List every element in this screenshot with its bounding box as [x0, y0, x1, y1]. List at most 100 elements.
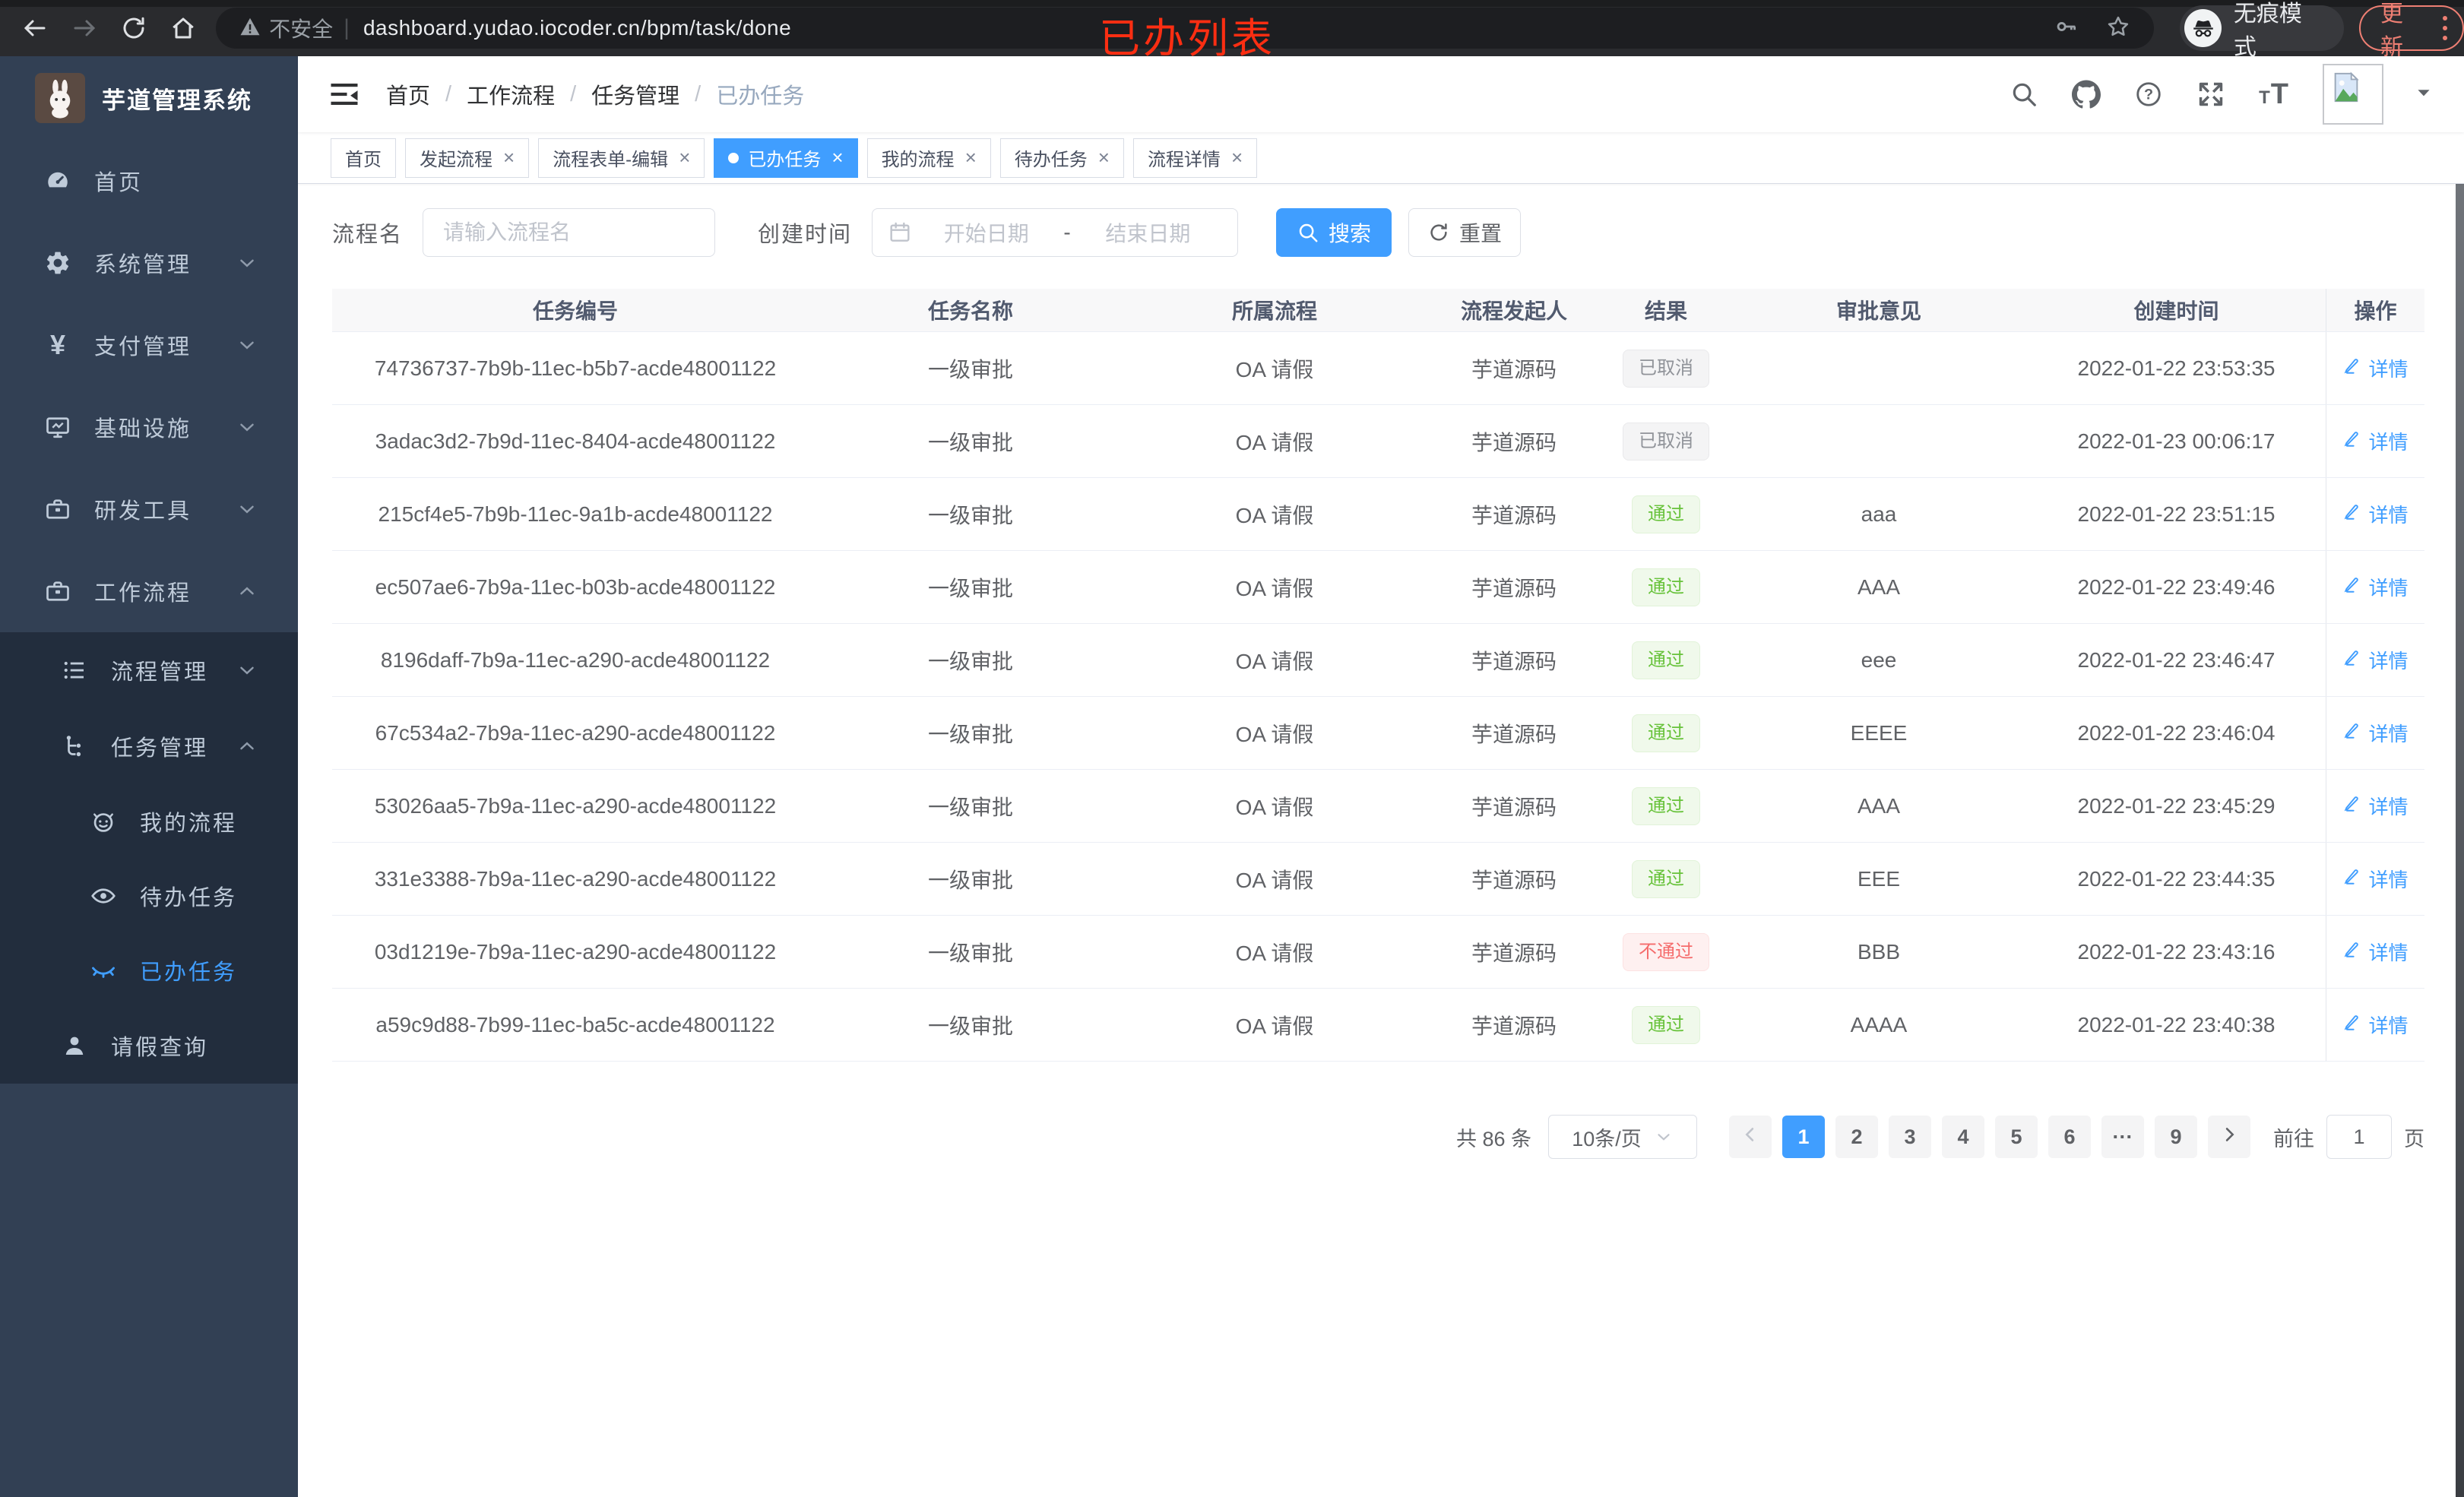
sidebar-item-4[interactable]: 研发工具: [0, 468, 298, 550]
sidebar-item-9[interactable]: 待办任务: [0, 859, 298, 933]
detail-link[interactable]: 详情: [2342, 354, 2409, 382]
page-button[interactable]: 1: [1782, 1116, 1825, 1158]
edit-icon: [2342, 1012, 2368, 1037]
page-button[interactable]: 9: [2155, 1116, 2197, 1158]
main-content: 首页 / 工作流程 / 任务管理 / 已办任务 ? TT 首页 发起流程 × 流程表单-编辑 × 已办…: [298, 56, 2464, 1497]
sidebar-item-10[interactable]: 已办任务: [0, 933, 298, 1008]
task-tree-icon: [61, 733, 88, 760]
search-icon[interactable]: [2010, 80, 2038, 109]
cell-initiator: 芋道源码: [1471, 868, 1557, 892]
fullscreen-icon[interactable]: [2196, 80, 2225, 109]
active-tab-dot-icon: [728, 152, 740, 163]
help-icon[interactable]: ?: [2134, 80, 2163, 109]
sidebar-collapse-icon[interactable]: [328, 78, 360, 110]
detail-link[interactable]: 详情: [2342, 646, 2409, 674]
avatar-caret-down-icon[interactable]: [2414, 83, 2434, 106]
cell-action: 详情: [2326, 332, 2424, 404]
tab-5[interactable]: 待办任务 ×: [999, 138, 1124, 178]
browser-reload-button[interactable]: [117, 11, 150, 45]
sidebar-item-0[interactable]: 首页: [0, 140, 298, 222]
detail-link-label: 详情: [2368, 723, 2409, 745]
tab-4[interactable]: 我的流程 ×: [866, 138, 991, 178]
breadcrumb-item[interactable]: 任务管理: [591, 84, 680, 109]
cell-created-time: 2022-01-22 23:46:04: [2077, 720, 2276, 745]
sidebar-item-2[interactable]: ¥ 支付管理: [0, 304, 298, 386]
page-button[interactable]: 2: [1835, 1116, 1878, 1158]
tab-close-icon[interactable]: ×: [679, 146, 691, 169]
breadcrumb-item[interactable]: 已办任务: [716, 84, 805, 109]
tags-view-bar: 首页 发起流程 × 流程表单-编辑 × 已办任务 × 我的流程 × 待办任务 × 流程详情 ×: [298, 132, 2464, 184]
tab-close-icon[interactable]: ×: [503, 146, 515, 169]
sidebar-item-label: 流程管理: [111, 660, 209, 685]
search-button[interactable]: 搜索: [1276, 208, 1392, 257]
tab-1[interactable]: 发起流程 ×: [405, 138, 530, 178]
done-task-table: 任务编号 任务名称 所属流程 流程发起人 结果 审批意见 创建时间 操作 74736737-7…: [332, 289, 2424, 1062]
browser-update-button[interactable]: 更新: [2359, 2, 2464, 60]
tab-close-icon[interactable]: ×: [831, 146, 844, 169]
next-page-button[interactable]: [2208, 1116, 2250, 1158]
detail-link[interactable]: 详情: [2342, 1011, 2409, 1039]
avatar[interactable]: [2323, 64, 2383, 125]
browser-home-button[interactable]: [166, 11, 199, 45]
chevron-left-icon: [1740, 1124, 1761, 1150]
page-button[interactable]: 4: [1942, 1116, 1984, 1158]
page-ellipsis[interactable]: ···: [2101, 1116, 2144, 1158]
detail-link[interactable]: 详情: [2342, 792, 2409, 820]
breadcrumb-item[interactable]: 首页: [386, 84, 431, 109]
sidebar-item-label: 基础设施: [94, 417, 192, 442]
url-bar[interactable]: 不安全 | dashboard.yudao.iocoder.cn/bpm/tas…: [216, 8, 2155, 49]
reset-button[interactable]: 重置: [1408, 208, 1522, 257]
tab-3[interactable]: 已办任务 ×: [714, 138, 858, 178]
sidebar-item-8[interactable]: 我的流程: [0, 784, 298, 859]
sidebar-item-6[interactable]: 流程管理: [0, 632, 298, 708]
github-icon[interactable]: [2072, 80, 2101, 109]
table-row: 67c534a2-7b9a-11ec-a290-acde48001122 一级审批…: [332, 697, 2424, 770]
table-header-cell: 流程发起人: [1460, 299, 1567, 323]
process-name-input[interactable]: [423, 208, 716, 257]
sidebar-item-5[interactable]: 工作流程: [0, 550, 298, 632]
sidebar-item-11[interactable]: 请假查询: [0, 1008, 298, 1084]
font-size-icon[interactable]: TT: [2259, 78, 2289, 110]
page-button[interactable]: 6: [2048, 1116, 2091, 1158]
prev-page-button[interactable]: [1729, 1116, 1772, 1158]
detail-link[interactable]: 详情: [2342, 500, 2409, 528]
url-divider: |: [344, 15, 350, 40]
cell-task-id: a59c9d88-7b99-11ec-ba5c-acde48001122: [375, 1012, 775, 1037]
tab-close-icon[interactable]: ×: [1097, 146, 1110, 169]
sidebar-item-7[interactable]: 任务管理: [0, 708, 298, 784]
table-header-cell: 任务名称: [927, 299, 1013, 323]
goto-page-input[interactable]: [2326, 1115, 2392, 1159]
url-text[interactable]: dashboard.yudao.iocoder.cn/bpm/task/done: [363, 16, 792, 40]
browser-forward-button[interactable]: [68, 11, 100, 45]
detail-link[interactable]: 详情: [2342, 938, 2409, 966]
tab-2[interactable]: 流程表单-编辑 ×: [538, 138, 705, 178]
browser-menu-icon[interactable]: [2443, 16, 2448, 40]
breadcrumb-separator: /: [570, 81, 577, 106]
date-range-picker[interactable]: 开始日期 - 结束日期: [872, 208, 1239, 257]
tab-0[interactable]: 首页: [331, 138, 396, 178]
password-key-icon[interactable]: [2054, 14, 2079, 43]
detail-link[interactable]: 详情: [2342, 427, 2409, 455]
breadcrumb-item[interactable]: 工作流程: [467, 84, 556, 109]
page-button[interactable]: 3: [1889, 1116, 1931, 1158]
sidebar-item-3[interactable]: 基础设施: [0, 386, 298, 468]
detail-link[interactable]: 详情: [2342, 719, 2409, 747]
page-size-select[interactable]: 10条/页: [1548, 1115, 1697, 1159]
bookmark-star-icon[interactable]: [2105, 14, 2131, 43]
page-button[interactable]: 5: [1995, 1116, 2038, 1158]
tab-6[interactable]: 流程详情 ×: [1132, 138, 1258, 178]
result-badge: 通过: [1632, 786, 1700, 825]
result-badge: 通过: [1632, 1005, 1700, 1044]
window-edge: [2456, 56, 2464, 1497]
sidebar-item-1[interactable]: 系统管理: [0, 222, 298, 304]
detail-link[interactable]: 详情: [2342, 865, 2409, 893]
top-navbar: 首页 / 工作流程 / 任务管理 / 已办任务 ? TT: [298, 56, 2464, 132]
detail-link[interactable]: 详情: [2342, 573, 2409, 601]
security-warning-icon[interactable]: [239, 15, 261, 42]
tab-close-icon[interactable]: ×: [964, 146, 977, 169]
sidebar-logo-row[interactable]: 芋道管理系统: [0, 56, 298, 140]
browser-back-button[interactable]: [18, 11, 51, 45]
edit-icon: [2342, 356, 2368, 381]
cell-comment: eee: [1861, 647, 1897, 672]
tab-close-icon[interactable]: ×: [1230, 146, 1243, 169]
